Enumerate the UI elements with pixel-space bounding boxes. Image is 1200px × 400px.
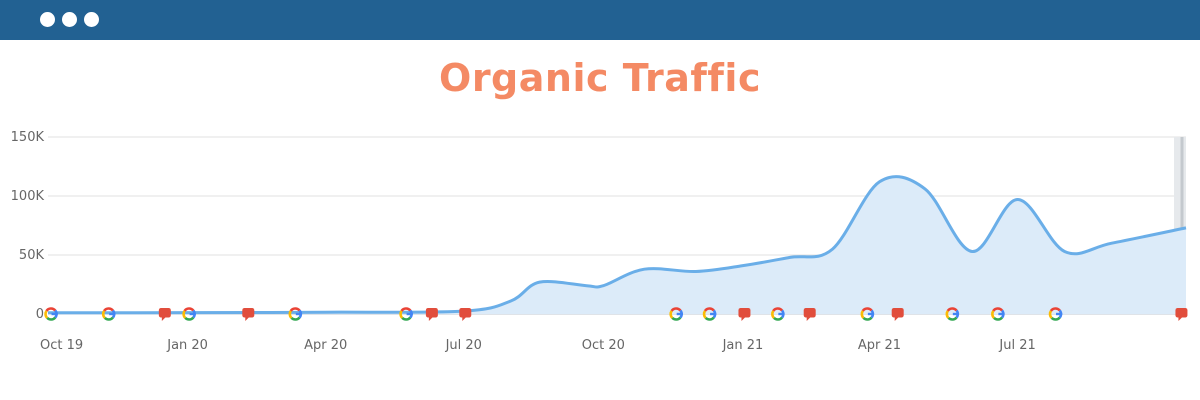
y-tick-label: 50K [19,248,45,263]
x-tick-label: Apr 20 [304,338,347,353]
window-dot-icon[interactable] [62,12,77,27]
window-titlebar [0,0,1200,40]
x-tick-label: Jul 21 [998,338,1035,353]
traffic-area [48,176,1186,314]
google-update-icon [182,307,196,321]
google-update-icon [1048,307,1063,321]
google-update-icon [945,307,960,321]
y-tick-label: 100K [11,189,45,204]
annotation-note-icon [242,308,255,321]
annotation-note-icon [738,308,751,321]
annotation-note-icon [459,308,472,321]
google-update-icon [399,307,413,321]
x-tick-label: Jan 21 [722,338,764,353]
x-tick-label: Oct 20 [582,338,625,353]
x-tick-label: Jul 20 [445,338,482,353]
annotation-note-icon [803,308,816,321]
x-tick-label: Jan 20 [166,338,208,353]
y-tick-label: 150K [11,130,45,145]
x-tick-label: Apr 21 [858,338,901,353]
annotation-note-icon [1175,308,1188,321]
google-update-icon [771,307,785,321]
google-update-icon [669,307,683,321]
google-update-icon [702,307,717,321]
window-dot-icon[interactable] [84,12,99,27]
google-update-icon [288,307,303,321]
google-update-icon [991,307,1005,321]
y-tick-label: 0 [36,307,44,322]
google-update-icon [101,307,116,321]
annotation-note-icon [425,308,438,321]
google-update-icon [44,307,58,321]
x-tick-label: Oct 19 [40,338,83,353]
annotation-note-icon [158,308,171,321]
window-dot-icon[interactable] [40,12,55,27]
chart-title: Organic Traffic [439,56,761,100]
google-update-icon [860,307,875,321]
annotation-note-icon [891,308,904,321]
